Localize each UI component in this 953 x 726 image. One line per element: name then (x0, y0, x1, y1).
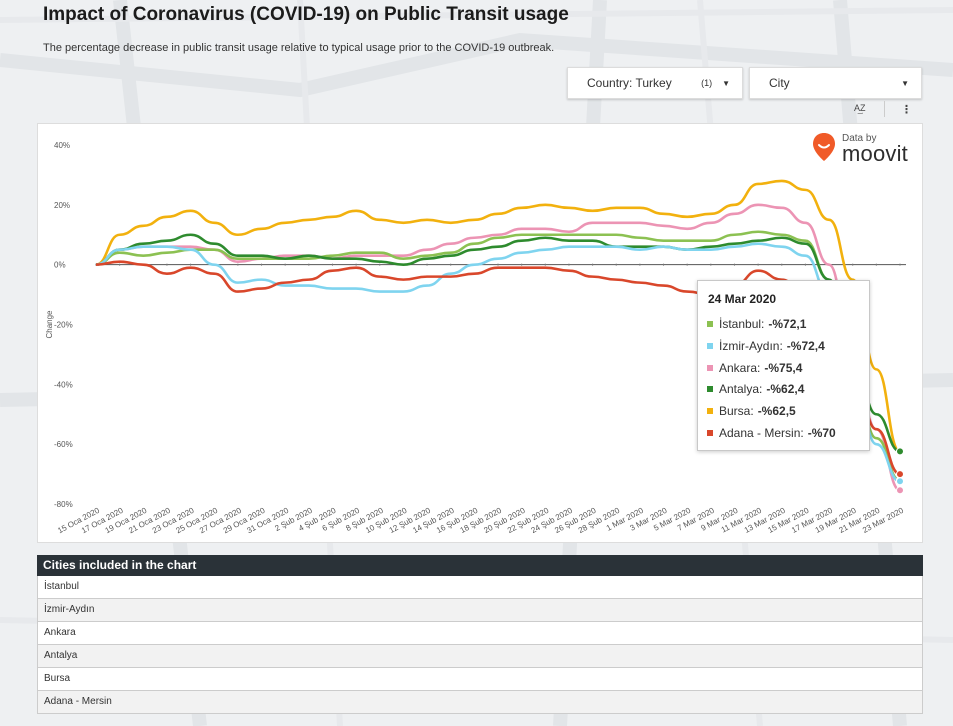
moovit-logo (812, 132, 836, 162)
legend-swatch (707, 321, 713, 327)
tooltip-row-label: Adana - Mersin: (719, 426, 804, 440)
series-line (95, 230, 901, 482)
tooltip-row-value: -%75,4 (764, 361, 803, 375)
more-vertical-icon[interactable]: ⋮ (901, 104, 912, 116)
legend-swatch (707, 386, 713, 392)
series-line (95, 233, 901, 453)
y-tick-label: -60% (54, 440, 73, 449)
series-end-point (896, 470, 904, 479)
y-tick-label: -20% (54, 321, 73, 330)
series-line (95, 242, 901, 483)
tooltip-row-value: -%62,5 (757, 404, 796, 418)
tooltip-row-label: İstanbul: (719, 317, 765, 331)
tooltip-row: İzmir-Aydın: -%72,4 (707, 339, 825, 353)
legend-swatch (707, 365, 713, 371)
tooltip-row-value: -%72,4 (786, 339, 825, 353)
y-tick-label: 40% (54, 141, 70, 150)
y-axis-label: Change (45, 310, 54, 339)
page-subtitle: The percentage decrease in public transi… (43, 42, 555, 54)
y-tick-label: 0% (54, 261, 66, 270)
y-tick-label: -40% (54, 380, 73, 389)
country-filter-dropdown[interactable]: Country: Turkey (1) ▼ (567, 67, 743, 99)
table-row[interactable]: Bursa (37, 668, 923, 691)
sort-az-icon[interactable]: A͢Z (854, 103, 866, 113)
legend-swatch (707, 430, 713, 436)
caret-down-icon: ▼ (722, 78, 730, 88)
series-line (95, 203, 901, 492)
y-tick-label: -80% (54, 500, 73, 509)
country-filter-label: Country: Turkey (587, 76, 672, 90)
table-row[interactable]: Ankara (37, 622, 923, 645)
city-filter-dropdown[interactable]: City ▼ (749, 67, 922, 99)
series-line (95, 260, 901, 476)
series-line (95, 179, 901, 453)
table-header: Cities included in the chart (37, 555, 923, 576)
tooltip-row-label: Bursa: (719, 404, 754, 418)
tooltip-row: Ankara: -%75,4 (707, 361, 802, 375)
table-row[interactable]: Antalya (37, 645, 923, 668)
tooltip-row-value: -%70 (807, 426, 836, 440)
caret-down-icon: ▼ (901, 78, 909, 88)
tooltip-row-label: Ankara: (719, 361, 761, 375)
table-row[interactable]: İstanbul (37, 576, 923, 599)
table-row[interactable]: İzmir-Aydın (37, 599, 923, 622)
tooltip-date: 24 Mar 2020 (708, 292, 777, 306)
tooltip-row-label: Antalya: (719, 382, 763, 396)
logo-name: moovit (842, 141, 908, 166)
tooltip-row-value: -%72,1 (768, 317, 807, 331)
tooltip-row-value: -%62,4 (766, 382, 805, 396)
y-tick-label: 20% (54, 201, 70, 210)
legend-swatch (707, 408, 713, 414)
series-end-point (896, 477, 904, 486)
moovit-pin-icon (813, 133, 835, 161)
city-filter-label: City (769, 76, 790, 90)
series-end-point (896, 447, 904, 456)
legend-swatch (707, 343, 713, 349)
series-end-point (896, 486, 904, 495)
logo-caption: Data by (842, 133, 877, 144)
table-row[interactable]: Adana - Mersin (37, 691, 923, 714)
chart-tooltip: 24 Mar 2020 İstanbul: -%72,1 İzmir-Aydın… (697, 280, 870, 451)
tooltip-row-label: İzmir-Aydın: (719, 339, 783, 353)
country-filter-count: (1) (701, 78, 713, 88)
cities-table: Cities included in the chart İstanbul İz… (37, 555, 923, 714)
tooltip-row: Bursa: -%62,5 (707, 404, 796, 418)
tooltip-row: Adana - Mersin: -%70 (707, 426, 836, 440)
tooltip-row: İstanbul: -%72,1 (707, 317, 806, 331)
page-title: Impact of Coronavirus (COVID-19) on Publ… (43, 4, 569, 25)
toolbar-divider (884, 101, 885, 117)
tooltip-row: Antalya: -%62,4 (707, 382, 804, 396)
